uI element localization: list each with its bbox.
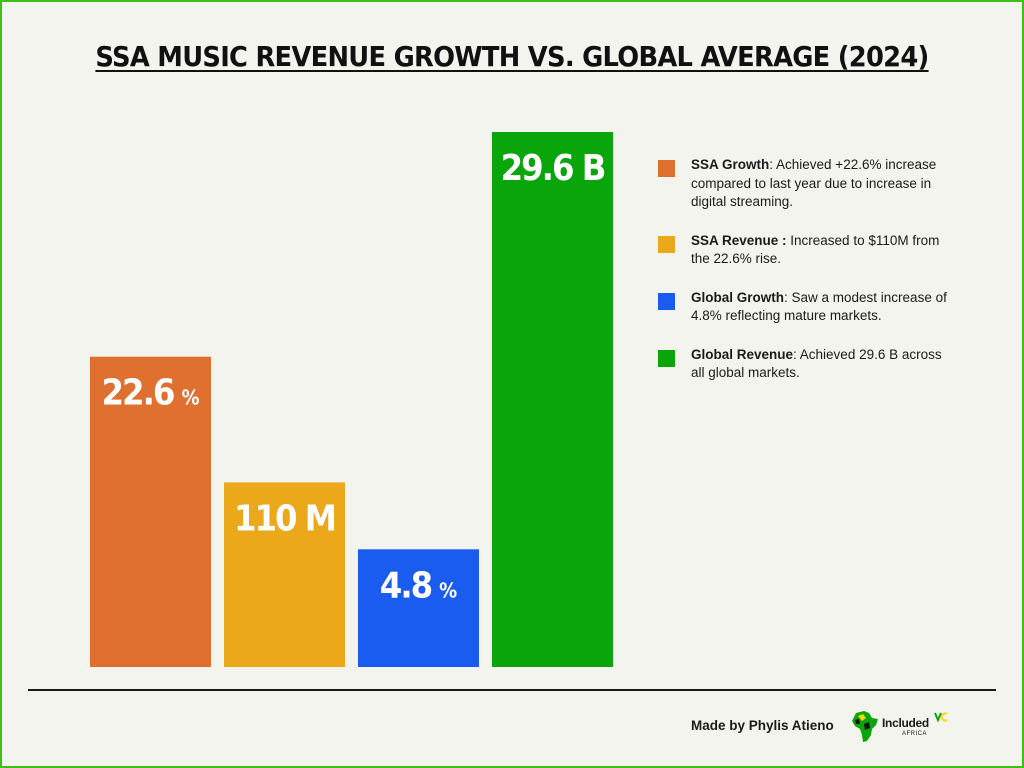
bar-ssa-growth [90,356,211,667]
legend-swatch-ssa-growth [658,160,675,177]
bar-value-label-ssa-growth: 22.6% [102,373,200,414]
africa-map-icon [852,711,878,742]
legend-item-ssa-growth: SSA Growth: Achieved +22.6% increase com… [658,156,948,212]
bar-global-revenue [492,132,613,667]
included-africa-logo: Included AFRICA [850,710,950,746]
logo-wordmark: Included [882,716,929,730]
logo-subtitle: AFRICA [902,731,928,737]
bar-ssa-revenue [224,482,345,667]
bar-value-label-global-growth: 4.8% [380,565,457,606]
legend-key-ssa-revenue: SSA Revenue : [691,232,787,248]
legend-item-global-growth: Global Growth: Saw a modest increase of … [658,289,948,326]
legend-text-ssa-revenue: Increased to $110M from the 22.6% rise. [691,232,940,267]
legend-text-global-growth: : Saw a modest increase of 4.8% reflecti… [691,289,947,324]
legend-item-ssa-revenue: SSA Revenue : Increased to $110M from th… [658,232,948,269]
legend-swatch-global-revenue [658,349,675,367]
chart-title: SSA MUSIC REVENUE GROWTH VS. GLOBAL AVER… [95,40,929,73]
bar-value-label-ssa-revenue: 110 M [234,498,335,539]
legend: SSA Growth: Achieved +22.6% increase com… [658,156,948,403]
legend-key-global-growth: Global Growth [691,289,784,305]
legend-swatch-global-growth [658,292,675,310]
vc-mark-icon [934,712,948,722]
legend-swatch-ssa-revenue [658,235,675,253]
bar-value-label-global-revenue: 29.6 B [501,148,605,189]
legend-key-ssa-growth: SSA Growth [691,157,770,172]
bar-global-growth [358,549,479,667]
legend-text-ssa-growth: : Achieved +22.6% increase compared to l… [691,157,937,209]
legend-text-global-revenue: : Achieved 29.6 B across all global mark… [691,346,942,381]
footer-divider [28,689,996,691]
legend-key-global-revenue: Global Revenue [691,346,794,362]
legend-item-global-revenue: Global Revenue: Achieved 29.6 B across a… [658,346,948,383]
author-credit: Made by Phylis Atieno [691,718,834,733]
